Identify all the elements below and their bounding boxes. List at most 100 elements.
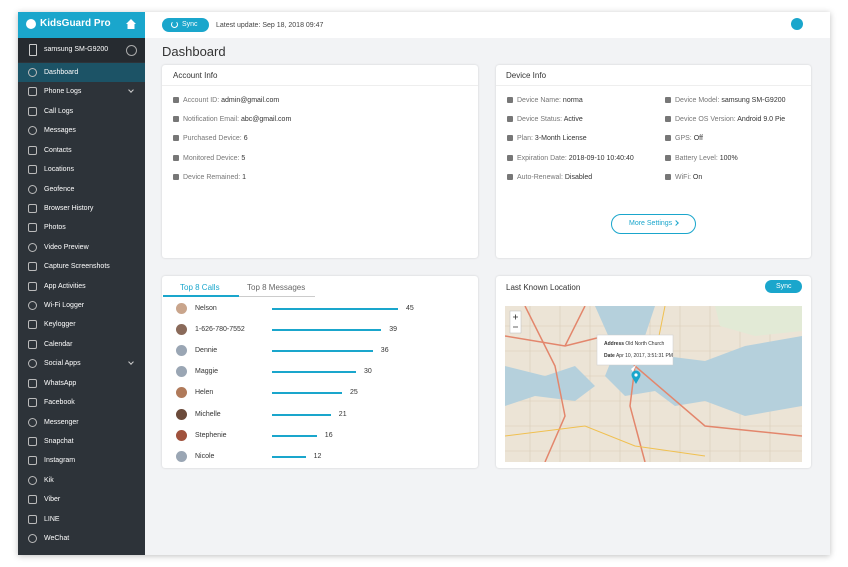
menu-icon	[28, 242, 37, 252]
avatar	[176, 408, 187, 420]
menu-icon	[28, 281, 37, 291]
menu-item[interactable]: Viber	[44, 496, 61, 504]
card-divider	[162, 85, 478, 86]
field-value: Disabled	[564, 174, 593, 181]
device-name: samsung SM-G9200	[44, 46, 109, 53]
menu-item[interactable]: Instagram	[44, 457, 76, 465]
tab[interactable]: Top 8 Messages	[247, 283, 306, 292]
field: Purchased Device: 6	[183, 135, 248, 142]
field-label: GPS:	[675, 135, 692, 142]
field-value: Android 9.0 Pie	[737, 116, 786, 123]
field: Auto-Renewal: Disabled	[517, 174, 592, 181]
field-icon	[173, 135, 179, 141]
menu-item[interactable]: Video Preview	[44, 243, 89, 251]
menu-item[interactable]: Wi-Fi Logger	[44, 302, 85, 310]
contact-name: 1-626-780-7552	[195, 326, 245, 334]
field-value: 3-Month License	[534, 135, 587, 142]
menu-icon	[28, 223, 37, 233]
menu-item[interactable]: Dashboard	[44, 69, 79, 76]
menu-item[interactable]: Messages	[44, 127, 76, 135]
location-sync[interactable]	[765, 280, 802, 293]
field-label: Device Model:	[675, 97, 720, 104]
menu-item[interactable]: Keylogger	[44, 321, 76, 329]
field-icon	[173, 116, 179, 122]
field-icon	[507, 155, 513, 161]
location-sync-label[interactable]: Sync	[776, 283, 792, 290]
last-update: Latest update: Sep 18, 2018 09:47	[216, 22, 324, 29]
field-icon	[507, 116, 513, 122]
call-count: 16	[324, 431, 333, 439]
more-settings[interactable]	[611, 214, 696, 234]
call-count: 36	[380, 347, 389, 355]
avatar	[176, 366, 187, 378]
date-label: Date	[604, 353, 615, 359]
menu-icon	[28, 184, 37, 194]
menu-item[interactable]: App Activities	[44, 282, 86, 290]
device-row[interactable]	[18, 38, 145, 62]
device-toggle[interactable]	[126, 45, 137, 56]
device-icon	[29, 44, 37, 56]
field-icon	[665, 97, 671, 103]
menu-item[interactable]: WeChat	[44, 535, 70, 543]
contact-name: Helen	[195, 389, 214, 397]
menu-item[interactable]: Messenger	[44, 418, 79, 426]
menu-item[interactable]: Geofence	[44, 185, 75, 193]
field: Device Status: Active	[517, 116, 583, 123]
menu-active	[18, 63, 145, 82]
call-bar	[272, 371, 356, 374]
brand-bar	[18, 12, 145, 38]
brand: KidsGuard Pro	[40, 18, 111, 29]
menu-item[interactable]: Browser History	[44, 204, 94, 212]
field: Expiration Date: 2018-09-10 10:40:40	[517, 155, 634, 162]
menu-item[interactable]: Contacts	[44, 146, 72, 154]
menu-item[interactable]: Calendar	[44, 340, 73, 348]
menu-item[interactable]: Kik	[44, 476, 54, 484]
field-label: Battery Level:	[675, 155, 718, 162]
menu-item[interactable]: Locations	[44, 166, 74, 174]
menu-item[interactable]: Phone Logs	[44, 88, 82, 96]
field-label: Device OS Version:	[675, 116, 736, 123]
topbar	[145, 12, 830, 38]
menu-item[interactable]: Photos	[44, 224, 66, 232]
avatar	[176, 450, 187, 462]
menu-item[interactable]: WhatsApp	[44, 379, 77, 387]
menu-icon	[28, 87, 37, 97]
field-value: 6	[243, 135, 248, 142]
menu-icon	[28, 417, 37, 427]
menu-item[interactable]: Capture Screenshots	[44, 263, 110, 271]
avatar	[176, 303, 187, 314]
avatar	[176, 429, 187, 441]
home-icon[interactable]	[125, 18, 137, 30]
menu-item[interactable]: Call Logs	[44, 107, 74, 115]
call-bar	[272, 350, 373, 353]
contact-name: Nicole	[195, 452, 215, 460]
tab[interactable]: Top 8 Calls	[180, 283, 220, 292]
menu-item[interactable]: Facebook	[44, 399, 75, 407]
menu-icon	[28, 165, 37, 175]
call-count: 39	[389, 326, 397, 334]
call-bar	[272, 308, 398, 310]
field-value: samsung SM-G9200	[721, 97, 786, 104]
field-icon	[507, 135, 513, 141]
field-label: Device Name:	[517, 97, 561, 104]
call-count: 25	[350, 389, 358, 397]
map[interactable]	[505, 306, 802, 462]
menu-icon	[28, 145, 37, 155]
contact-name: Dennie	[195, 347, 218, 355]
field-label: Plan:	[517, 135, 533, 142]
field-value: 1	[242, 174, 247, 181]
call-bar	[272, 392, 342, 395]
call-count: 30	[364, 368, 372, 376]
menu-item[interactable]: LINE	[44, 515, 60, 523]
avatar	[176, 345, 187, 357]
user-avatar[interactable]	[791, 18, 803, 30]
menu-item[interactable]: Social Apps	[44, 360, 81, 368]
sync-label[interactable]: Sync	[182, 21, 198, 28]
field: Notification Email: abc@gmail.com	[183, 116, 291, 123]
more-settings-label[interactable]: More Settings	[629, 220, 673, 227]
page-title: Dashboard	[162, 44, 226, 59]
menu-icon	[28, 436, 37, 446]
menu-item[interactable]: Snapchat	[44, 437, 74, 445]
field-icon	[173, 174, 179, 180]
